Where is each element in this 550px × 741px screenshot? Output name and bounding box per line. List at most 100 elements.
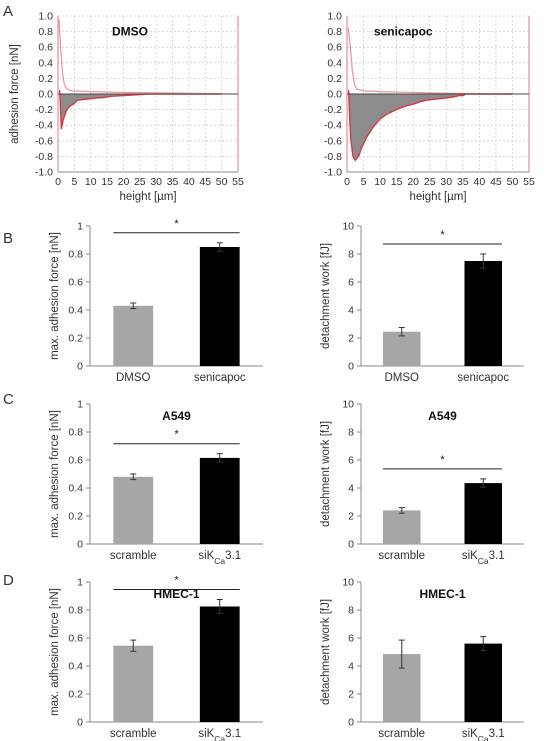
y-tick-label: -0.6 [324,135,342,147]
x-tick-label: 0 [344,176,350,188]
panel-label-c: C [3,391,14,408]
bar [383,331,421,366]
x-tick-label: 55 [523,176,535,188]
y-tick-label: 0 [77,539,83,551]
y-tick-label: 2 [348,333,354,345]
category-label: senicapoc [194,372,246,384]
y-tick-label: 0.2 [68,333,83,345]
category-label: siKCa3.1 [462,550,505,566]
y-tick-label: 0 [77,361,83,373]
significance-star: * [174,429,179,441]
y-tick-label: 0.4 [68,305,83,317]
y-tick-label: 0.4 [327,57,342,69]
y-tick-label: 0 [348,361,354,373]
y-axis-label: max. adhesion force [nN] [49,588,61,716]
y-tick-label: 6 [348,277,354,289]
x-tick-label: 45 [199,176,211,188]
y-tick-label: 0.2 [38,73,53,85]
y-axis-label: max. adhesion force [nN] [49,232,61,360]
panel-label-a: A [3,3,13,20]
x-tick-label: 30 [150,176,162,188]
y-tick-label: 0.4 [68,483,83,495]
y-tick-label: 4 [348,483,354,495]
x-tick-label: 50 [216,176,228,188]
approach-curve [347,27,513,95]
y-tick-label: 0.8 [68,427,83,439]
y-tick-label: -0.2 [35,104,53,116]
chart-title: HMEC-1 [419,587,465,601]
x-axis-label: height [µm] [409,191,466,203]
y-axis-label: max. adhesion force [nN] [49,410,61,538]
chart-title: HMEC-1 [153,587,199,601]
x-tick-label: 20 [118,176,130,188]
x-tick-label: 25 [424,176,436,188]
bar [113,645,154,722]
y-tick-label: 0.2 [327,73,342,85]
adhesion-area [59,94,222,130]
y-axis-label: detachment work [fJ] [320,243,332,349]
y-tick-label: 8 [348,605,354,617]
x-tick-label: 10 [85,176,97,188]
y-tick-label: 0.0 [38,89,53,101]
y-tick-label: 6 [348,455,354,467]
approach-curve [58,19,222,95]
y-axis-label: detachment work [fJ] [320,599,332,705]
y-tick-label: 0.2 [68,511,83,523]
chart-title: A549 [428,409,457,423]
panel-label-d: D [3,572,14,589]
y-tick-label: 1 [77,399,83,411]
x-axis-label: height [µm] [119,191,176,203]
y-tick-label: 0.6 [68,277,83,289]
x-tick-label: 25 [134,176,146,188]
y-tick-label: 0 [77,717,83,729]
category-label: DMSO [116,372,151,384]
x-tick-label: 30 [440,176,452,188]
category-label: scramble [110,728,157,740]
chart-title: A549 [162,409,191,423]
bar [199,457,240,544]
y-tick-label: 0.6 [38,42,53,54]
x-tick-label: 20 [407,176,419,188]
bar [383,510,421,544]
x-tick-label: 35 [457,176,469,188]
y-tick-label: -1.0 [35,167,53,179]
x-tick-label: 35 [167,176,179,188]
y-tick-label: 2 [348,511,354,523]
retract-curve [347,90,513,162]
x-tick-label: 55 [232,176,244,188]
significance-star: * [174,218,179,230]
y-tick-label: 1.0 [38,11,53,23]
y-tick-label: -0.4 [324,120,342,132]
x-tick-label: 5 [361,176,367,188]
y-tick-label: -0.4 [35,120,53,132]
bar-chart-1: 0 0.2 0.4 0.6 0.8 1 DMSO senicapoc * max. adhesio… [49,218,263,384]
bar [199,606,240,722]
category-label: siKCa3.1 [198,728,241,741]
y-tick-label: -0.8 [35,151,53,163]
y-tick-label: 10 [342,577,354,589]
y-tick-label: 0 [348,717,354,729]
y-tick-label: 0.4 [38,57,53,69]
bar [113,305,154,366]
y-tick-label: 0 [348,539,354,551]
chart-title: DMSO [112,25,148,39]
bar [464,261,502,366]
x-tick-label: 10 [374,176,386,188]
category-label: scramble [378,728,425,740]
y-tick-label: 0.8 [327,26,342,38]
bar [113,476,154,544]
charts-group: -1.0-0.8-0.6-0.4-0.20.00.20.40.60.81.00 5… [9,11,535,741]
category-label: senicapoc [457,372,509,384]
y-tick-label: 0.6 [327,42,342,54]
y-tick-label: 0.6 [68,455,83,467]
chart-title: senicapoc [374,25,433,39]
y-tick-label: 1 [77,577,83,589]
y-tick-label: 8 [348,249,354,261]
bar [199,247,240,366]
y-tick-label: 10 [342,399,354,411]
y-tick-label: 4 [348,661,354,673]
y-tick-label: 0.8 [38,26,53,38]
y-tick-label: -1.0 [324,167,342,179]
bar-chart-6: 0 2 4 6 8 10 scramble siKCa3.1 HMEC-1 detachment … [320,577,524,741]
